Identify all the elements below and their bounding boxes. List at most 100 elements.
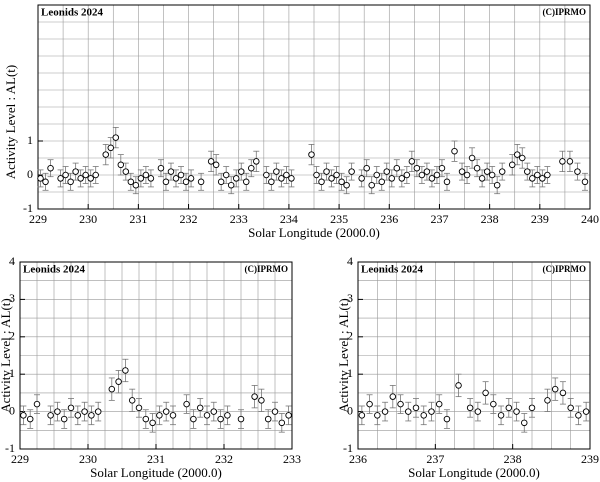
data-point [358,175,365,182]
x-tick-label: 229 [11,452,29,466]
data-point [217,178,225,186]
data-point [389,393,397,400]
x-tick-label: 233 [283,452,301,466]
data-point [508,161,516,169]
data-point [473,164,481,172]
data-point [413,164,421,172]
data-point [581,178,589,186]
y-tick-label: -1 [343,441,353,455]
data-point [283,171,290,179]
data-point [217,415,224,423]
data-point [264,415,272,423]
data-point [378,178,385,186]
data-point [107,144,115,152]
x-tick-label: 230 [79,212,97,226]
chart-title: Leonids 2024 [23,264,86,276]
data-point [162,178,170,186]
data-point [313,171,320,179]
data-point [54,408,61,415]
x-axis-label: Solar Longitude (2000.0) [248,225,380,240]
data-point [524,168,531,175]
data-point [323,168,330,175]
data-point [47,412,54,419]
x-tick-label: 238 [504,452,522,466]
data-point [363,164,370,172]
data-point [333,171,340,179]
data-point [582,408,590,415]
x-tick-label: 234 [280,212,298,226]
y-tick-label: -1 [23,201,33,215]
data-point [374,412,381,419]
data-point [474,408,482,415]
data-point [539,175,546,182]
data-point [412,404,420,412]
y-tick-label: 2 [9,329,15,343]
x-tick-label: 232 [215,452,233,466]
plot-frame [357,261,591,450]
y-tick-label: 1 [9,366,15,380]
data-point [212,161,220,169]
data-point [251,393,258,400]
data-point [162,408,170,415]
x-tick-label: 237 [426,452,444,466]
data-point [559,389,567,397]
data-point [177,171,185,179]
data-point [575,412,582,419]
data-point [393,164,401,172]
data-point [169,412,177,419]
data-point [403,171,411,179]
data-point [127,178,135,186]
x-tick-label: 231 [129,212,147,226]
data-point [190,415,197,423]
data-point [438,164,446,172]
data-point [81,408,88,415]
data-point [224,412,231,419]
data-point [435,400,443,408]
data-point [559,158,566,165]
data-point [187,175,195,182]
data-point [149,419,156,427]
y-tick-label: 0 [9,403,15,417]
data-point [483,168,491,175]
y-tick-label: -1 [5,441,15,455]
data-point [273,168,280,175]
data-point [493,181,501,189]
data-point [528,404,536,412]
data-point [505,404,513,412]
data-point [132,181,140,189]
data-point [455,382,462,389]
copyright: (C)IPRMO [543,264,587,274]
data-point [513,151,521,158]
data-point [497,412,505,419]
y-tick-label: 2 [347,329,353,343]
data-point [551,385,559,393]
data-point [513,408,520,415]
data-point [318,178,325,186]
x-tick-label: 230 [79,452,97,466]
data-point [258,397,265,404]
data-point [197,178,205,186]
data-point [172,175,180,182]
data-point [338,178,345,186]
data-point [222,171,230,179]
x-axis-label: Solar Longitude (2000.0) [90,465,222,480]
data-point [368,181,375,189]
data-point [567,404,574,412]
data-point [482,389,489,397]
y-tick-label: 3 [9,291,15,305]
data-point [112,134,120,141]
x-tick-label: 231 [147,452,165,466]
data-point [94,408,102,415]
data-point [423,168,431,175]
data-point [122,168,130,175]
data-point [67,178,74,186]
data-point [420,412,427,419]
y-axis-label: Activity Level : AL(t) [3,65,18,179]
data-point [167,168,175,175]
data-point [463,171,471,179]
data-point [67,404,75,412]
data-point [519,154,526,162]
data-point [248,164,255,172]
plot-frame [37,4,591,210]
data-point [343,181,350,189]
